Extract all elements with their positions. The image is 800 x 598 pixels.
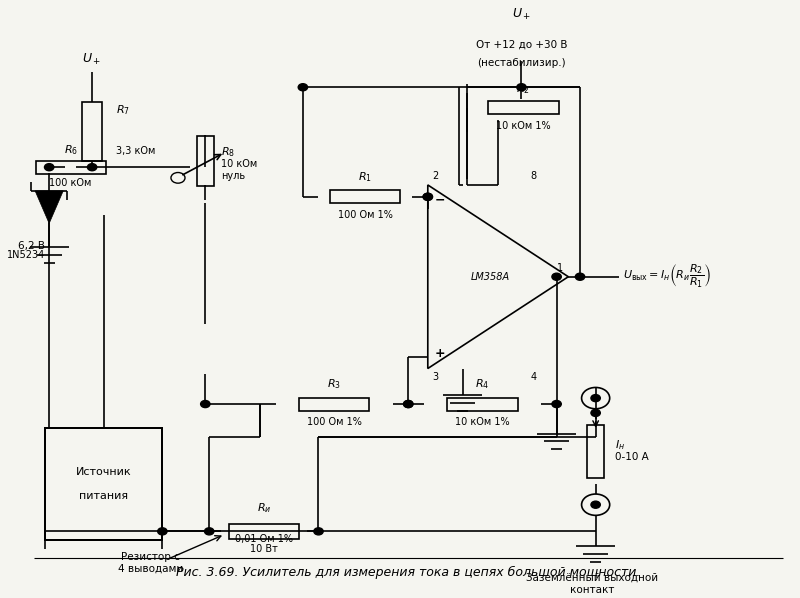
Text: 3,3 кОм: 3,3 кОм xyxy=(115,147,155,157)
Text: 3: 3 xyxy=(433,373,438,382)
Circle shape xyxy=(591,395,600,402)
Circle shape xyxy=(591,410,600,416)
Text: 6,2 В: 6,2 В xyxy=(18,241,46,251)
Text: $R_1$: $R_1$ xyxy=(358,170,372,184)
Bar xyxy=(587,425,604,478)
Circle shape xyxy=(403,401,413,408)
Polygon shape xyxy=(35,191,63,224)
Text: $R_3$: $R_3$ xyxy=(327,377,341,391)
Text: $R_2$: $R_2$ xyxy=(517,83,530,96)
Circle shape xyxy=(517,84,526,91)
Text: Резистор с: Резистор с xyxy=(122,552,180,562)
Circle shape xyxy=(314,528,323,535)
Text: питания: питания xyxy=(79,491,128,501)
Bar xyxy=(299,398,370,411)
Text: 10 кОм 1%: 10 кОм 1% xyxy=(496,121,550,131)
Text: 0,01 Ом 1%: 0,01 Ом 1% xyxy=(235,534,293,544)
Text: 0-10 А: 0-10 А xyxy=(615,452,649,462)
Text: 100 Ом 1%: 100 Ом 1% xyxy=(338,210,393,220)
Bar xyxy=(488,102,558,114)
Circle shape xyxy=(403,401,413,408)
Text: −: − xyxy=(434,193,445,206)
Text: 8: 8 xyxy=(530,171,536,181)
Circle shape xyxy=(45,164,54,171)
Circle shape xyxy=(423,193,433,200)
Text: 100 кОм: 100 кОм xyxy=(50,178,92,188)
Circle shape xyxy=(423,193,433,200)
Bar xyxy=(229,524,299,539)
Text: $U_{\text{вых}}=I_н\left(R_и\dfrac{R_2}{R_1}\right)$: $U_{\text{вых}}=I_н\left(R_и\dfrac{R_2}{… xyxy=(623,263,711,290)
Text: Рис. 3.69. Усилитель для измерения тока в цепях большой мощности.: Рис. 3.69. Усилитель для измерения тока … xyxy=(176,566,641,579)
Text: $R_8$: $R_8$ xyxy=(221,145,235,159)
Bar xyxy=(35,161,106,173)
Text: Заземлённый выходной: Заземлённый выходной xyxy=(526,573,658,583)
Circle shape xyxy=(87,164,97,171)
Text: нуль: нуль xyxy=(221,171,245,181)
Text: $U_+$: $U_+$ xyxy=(512,7,531,22)
Circle shape xyxy=(201,401,210,408)
Circle shape xyxy=(552,401,562,408)
Text: 100 Ом 1%: 100 Ом 1% xyxy=(306,417,362,427)
Circle shape xyxy=(552,273,562,280)
Text: $R_и$: $R_и$ xyxy=(257,501,271,515)
Circle shape xyxy=(158,528,167,535)
Text: 4 выводами: 4 выводами xyxy=(118,564,183,574)
Text: От +12 до +30 В: От +12 до +30 В xyxy=(476,40,567,50)
Text: $R_6$: $R_6$ xyxy=(63,143,78,157)
Bar xyxy=(197,136,214,187)
Bar xyxy=(82,102,102,161)
Text: 10 Вт: 10 Вт xyxy=(250,544,278,554)
Text: $I_н$: $I_н$ xyxy=(615,438,626,452)
Text: $R_7$: $R_7$ xyxy=(115,103,130,117)
Text: 1N5234: 1N5234 xyxy=(7,250,46,260)
Text: 10 кОм 1%: 10 кОм 1% xyxy=(455,417,510,427)
Text: 1: 1 xyxy=(558,263,563,273)
Text: контакт: контакт xyxy=(570,585,614,594)
Text: 10 кОм: 10 кОм xyxy=(221,159,257,169)
Circle shape xyxy=(205,528,214,535)
Text: $U_+$: $U_+$ xyxy=(82,51,102,66)
Bar xyxy=(330,190,401,203)
Text: Источник: Источник xyxy=(76,467,132,477)
Circle shape xyxy=(298,84,307,91)
Circle shape xyxy=(575,273,585,280)
Text: (нестабилизир.): (нестабилизир.) xyxy=(477,57,566,68)
Bar xyxy=(447,398,518,411)
Circle shape xyxy=(591,501,600,508)
Text: +: + xyxy=(434,347,445,360)
Text: 4: 4 xyxy=(530,373,536,382)
Text: 2: 2 xyxy=(433,171,438,181)
Text: $R_4$: $R_4$ xyxy=(475,377,490,391)
Text: LM358A: LM358A xyxy=(470,271,510,282)
